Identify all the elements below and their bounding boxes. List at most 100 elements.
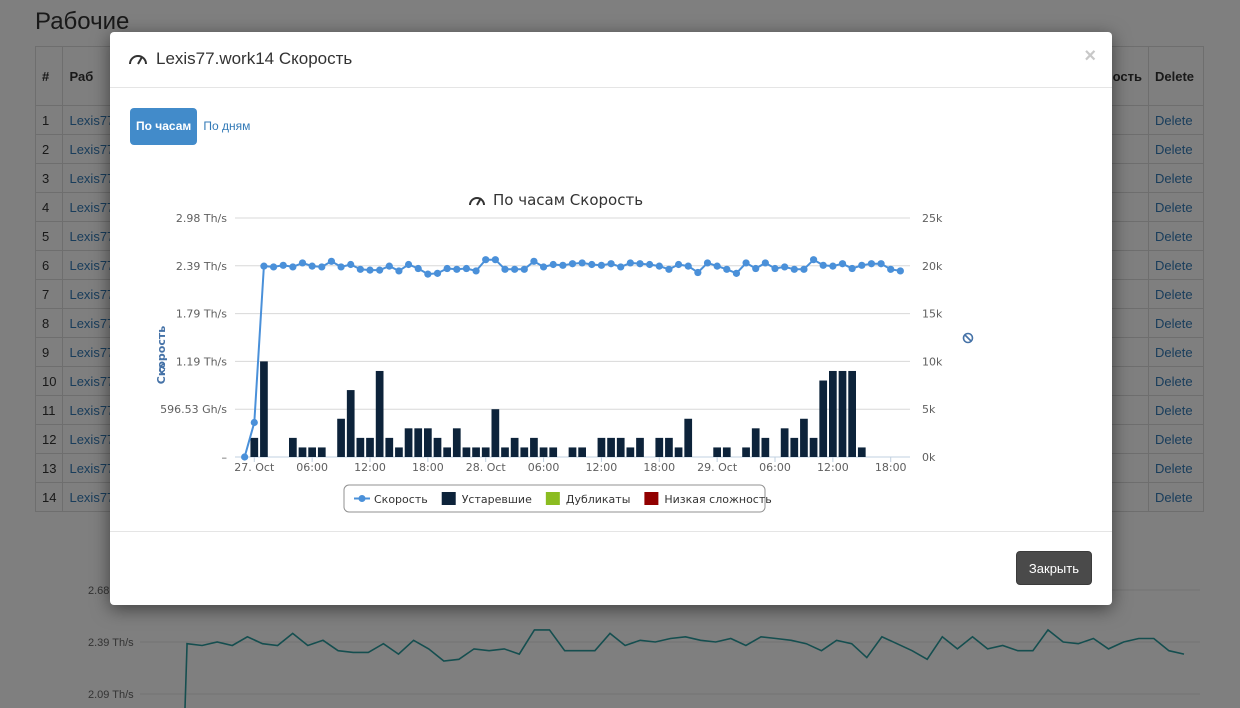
bar-ustarevshie [655, 437, 664, 457]
bar-ustarevshie [298, 447, 307, 457]
bar-ustarevshie [578, 447, 586, 457]
speed-point [472, 267, 480, 275]
speed-point [694, 268, 702, 277]
speed-point [723, 265, 731, 273]
speed-point [761, 259, 769, 267]
speed-point [356, 265, 364, 273]
gauge-needle [159, 365, 166, 370]
gauge-arc [469, 197, 485, 206]
speed-point [337, 263, 345, 271]
bar-ustarevshie [337, 418, 345, 457]
speed-point [520, 265, 528, 273]
x-tick-label: 18:00 [412, 461, 444, 474]
chart-title-gauge-icon [469, 197, 485, 206]
bar-ustarevshie [857, 447, 866, 457]
x-tick-label: 18:00 [875, 461, 907, 474]
bar-ustarevshie [395, 447, 403, 457]
y-left-tick-label: 596.53 Gh/s [160, 403, 227, 416]
bar-ustarevshie [433, 437, 442, 457]
bar-ustarevshie [520, 447, 529, 457]
bar-ustarevshie [443, 447, 451, 457]
speed-point [597, 261, 606, 269]
speed-point [462, 264, 471, 273]
y-right-tick-label: 5k [922, 403, 936, 416]
speed-point [539, 263, 548, 271]
bar-ustarevshie [549, 447, 558, 457]
speed-point [501, 265, 509, 273]
speed-point [568, 260, 577, 268]
close-icon[interactable]: × [1084, 45, 1096, 67]
y-left-tick-label: – [222, 451, 228, 464]
legend-swatch [545, 492, 560, 505]
bar-ustarevshie [424, 428, 432, 457]
speed-point [530, 257, 538, 265]
speed-point [781, 263, 789, 271]
speed-point [491, 256, 499, 264]
speed-point [674, 260, 683, 269]
legend-item-label: Устаревшие [462, 493, 532, 506]
speed-point [626, 259, 634, 267]
bar-ustarevshie [317, 447, 326, 457]
speed-point [424, 270, 432, 278]
bar-ustarevshie [597, 437, 606, 457]
bar-ustarevshie [790, 437, 799, 457]
speed-modal: Lexis77.work14 Скорость × По часам По дн… [110, 32, 1112, 605]
y-right-tick-label: 15k [922, 308, 943, 321]
modal-header: Lexis77.work14 Скорость × [110, 32, 1112, 88]
bar-ustarevshie [800, 418, 808, 457]
speed-point [347, 260, 355, 269]
speed-point [376, 266, 384, 274]
speed-point [896, 267, 904, 275]
bar-ustarevshie [308, 447, 316, 457]
bar-ustarevshie [684, 418, 693, 457]
speed-point [829, 262, 837, 270]
y-axis-title-gauge-icon [159, 363, 166, 375]
tab-hourly[interactable]: По часам [130, 108, 198, 145]
bar-ustarevshie [452, 428, 461, 457]
speed-point [790, 265, 798, 273]
close-button[interactable]: Закрыть [1015, 551, 1092, 585]
bar-ustarevshie [829, 370, 837, 457]
chart-title: По часам Скорость [493, 191, 643, 209]
speed-point [453, 265, 461, 273]
bar-ustarevshie [539, 447, 548, 457]
y-axis-title: Скорость [155, 326, 168, 384]
bar-ustarevshie [385, 437, 394, 457]
ban-slash [964, 334, 972, 342]
speed-point [327, 257, 336, 265]
speed-point [298, 259, 307, 267]
period-tabs: По часам По дням [130, 108, 256, 145]
bar-ustarevshie [568, 447, 577, 457]
speed-point [318, 263, 326, 271]
speed-point [385, 262, 393, 270]
bar-ustarevshie [761, 437, 770, 457]
modal-title-text: Lexis77.work14 Скорость [156, 49, 353, 68]
hourly-speed-chart: По часам Скорость – 0k 596.53 Gh/s 5k 1.19 Th… [155, 191, 974, 513]
bar-ustarevshie [848, 370, 856, 457]
speed-point [819, 261, 827, 269]
speed-point [684, 262, 692, 270]
speed-point [549, 260, 557, 269]
bar-ustarevshie [404, 428, 413, 457]
legend-item-label: Скорость [374, 493, 428, 506]
modal-title: Lexis77.work14 Скорость [128, 49, 352, 69]
speed-point [511, 265, 519, 273]
speed-point [404, 260, 413, 269]
bar-ustarevshie [501, 447, 509, 457]
speed-point [433, 269, 442, 277]
bar-ustarevshie [356, 437, 365, 457]
speed-point [665, 265, 673, 273]
bar-ustarevshie [260, 361, 268, 457]
speed-point [646, 260, 654, 269]
bar-ustarevshie [462, 447, 471, 457]
gauge-needle [476, 197, 482, 206]
tab-daily[interactable]: По дням [203, 119, 251, 133]
speed-point [848, 264, 856, 273]
bar-ustarevshie [742, 447, 750, 457]
speed-point [617, 263, 625, 271]
y-left-tick-label: 1.79 Th/s [176, 308, 227, 321]
bar-ustarevshie [751, 428, 760, 457]
dashboard-gauge-icon [129, 55, 147, 65]
speed-point [482, 256, 490, 264]
bar-ustarevshie [838, 370, 847, 457]
